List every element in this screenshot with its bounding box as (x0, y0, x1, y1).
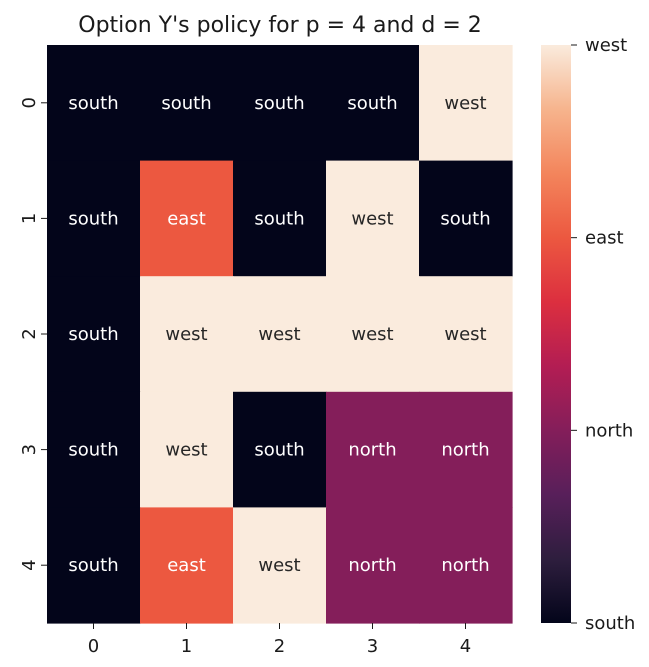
y-axis-ticks: 0 1 2 3 4 (19, 97, 47, 571)
cell-label: south (254, 208, 304, 229)
cell-label: south (161, 93, 211, 114)
heatmap-cell (326, 507, 420, 624)
y-tick-label: 2 (19, 328, 40, 339)
cell-label: north (441, 555, 489, 576)
cell-label: west (444, 93, 486, 114)
colorbar-tick-label: south (585, 613, 635, 634)
cell-label: south (68, 555, 118, 576)
cell-label: north (441, 440, 489, 461)
heatmap-cell (233, 391, 327, 508)
colorbar-tick-label: east (585, 228, 624, 249)
cell-label: west (351, 324, 393, 345)
heatmap-cell (326, 45, 420, 162)
heatmap-cell (419, 507, 513, 624)
cell-label: south (440, 208, 490, 229)
cell-label: west (258, 555, 300, 576)
heatmap-cell (419, 391, 513, 508)
heatmap-cells (47, 45, 513, 624)
heatmap-cell-labels: south south south south west south east south we… (68, 93, 490, 576)
colorbar: south north east west (541, 35, 635, 634)
heatmap-cell (326, 276, 420, 393)
y-tick-label: 1 (19, 213, 40, 224)
cell-label: south (254, 93, 304, 114)
cell-label: west (444, 324, 486, 345)
heatmap-cell (233, 507, 327, 624)
x-tick-label: 2 (274, 636, 285, 657)
heatmap-cell (140, 276, 234, 393)
y-tick-label: 4 (19, 559, 40, 570)
heatmap-cell (47, 45, 141, 162)
heatmap-cell (47, 276, 141, 393)
cell-label: south (68, 93, 118, 114)
heatmap-cell (140, 507, 234, 624)
cell-label: west (165, 324, 207, 345)
y-tick-label: 3 (19, 444, 40, 455)
cell-label: west (165, 440, 207, 461)
heatmap-cell (140, 391, 234, 508)
colorbar-tick-label: west (585, 35, 627, 56)
cell-label: south (68, 440, 118, 461)
x-tick-label: 3 (367, 636, 378, 657)
heatmap-cell (419, 276, 513, 393)
heatmap-cell (419, 45, 513, 162)
heatmap-cell (233, 160, 327, 277)
colorbar-tick-label: north (585, 420, 633, 441)
heatmap-cell (233, 45, 327, 162)
cell-label: south (68, 324, 118, 345)
cell-label: west (258, 324, 300, 345)
cell-label: east (167, 208, 206, 229)
x-axis-ticks: 0 1 2 3 4 (88, 623, 471, 657)
cell-label: west (351, 208, 393, 229)
cell-label: east (167, 555, 206, 576)
heatmap-cell (140, 45, 234, 162)
heatmap-cell (419, 160, 513, 277)
heatmap-cell (47, 160, 141, 277)
heatmap-cell (47, 391, 141, 508)
x-tick-label: 1 (181, 636, 192, 657)
cell-label: south (68, 208, 118, 229)
x-tick-label: 4 (460, 636, 471, 657)
heatmap-cell (326, 391, 420, 508)
cell-label: north (348, 440, 396, 461)
chart-title: Option Y's policy for p = 4 and d = 2 (78, 13, 482, 38)
cell-label: south (347, 93, 397, 114)
colorbar-gradient (541, 45, 571, 623)
heatmap-cell (140, 160, 234, 277)
cell-label: north (348, 555, 396, 576)
cell-label: south (254, 440, 304, 461)
heatmap-cell (326, 160, 420, 277)
heatmap-cell (47, 507, 141, 624)
x-tick-label: 0 (88, 636, 99, 657)
y-tick-label: 0 (19, 97, 40, 108)
heatmap-cell (233, 276, 327, 393)
